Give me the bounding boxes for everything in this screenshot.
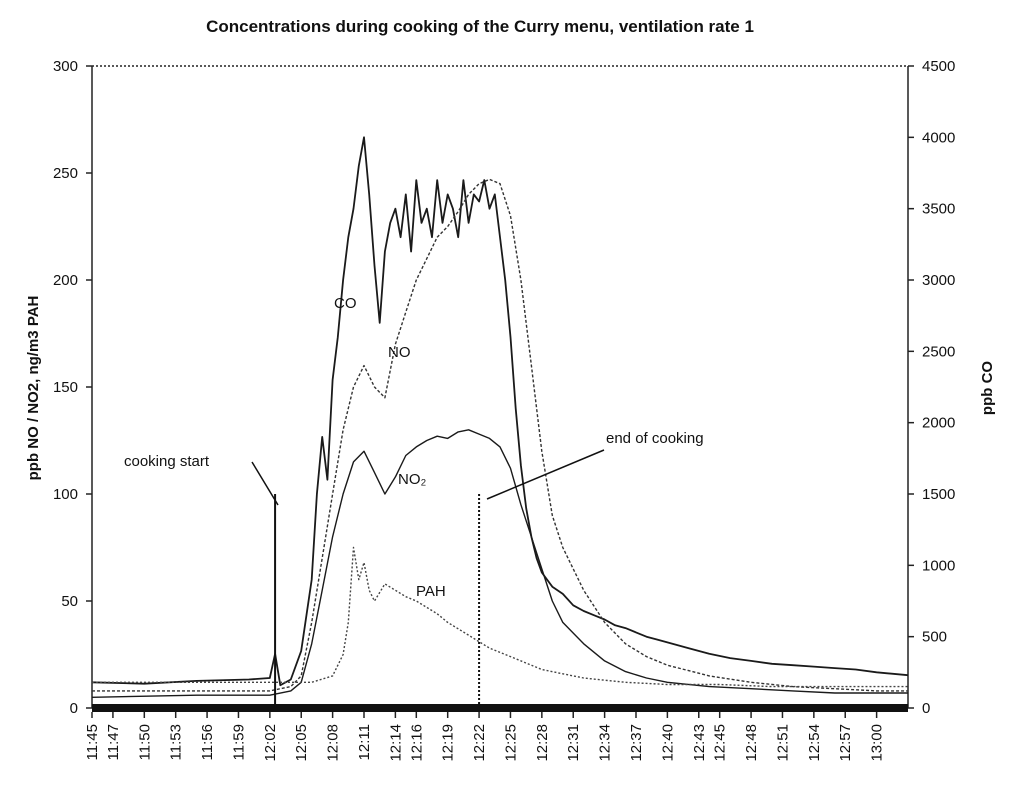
- x-tick-label: 12:28: [534, 724, 551, 762]
- x-tick-label: 12:05: [293, 724, 310, 762]
- x-tick-label: 12:43: [691, 724, 708, 762]
- x-tick-label: 11:50: [136, 724, 153, 760]
- series-line-no: [92, 178, 908, 692]
- series-line-co: [91, 136, 909, 687]
- end-of-cooking-leader: [486, 449, 605, 500]
- y-right-tick-label: 4500: [922, 58, 955, 75]
- end-of-cooking-label: end of cooking: [606, 430, 704, 447]
- x-tick-label: 12:54: [806, 724, 823, 762]
- x-ticks: 11:45 11:47 11:50 11:53 11:56 11:59 12:02 12:05…: [84, 712, 886, 762]
- y-right-tick-label: 2500: [922, 343, 955, 360]
- x-tick-label: 12:08: [325, 724, 342, 762]
- y-right-tick-label: 1500: [922, 486, 955, 503]
- chart-title: Concentrations during cooking of the Cur…: [206, 17, 754, 36]
- x-tick-label: 11:45: [84, 724, 101, 760]
- x-tick-label: 12:31: [565, 724, 582, 762]
- y-right-tick-label: 2000: [922, 415, 955, 432]
- y-right-tick-label: 4000: [922, 129, 955, 146]
- x-tick-label: 12:40: [659, 724, 676, 762]
- y-left-tick-label: 300: [53, 58, 78, 75]
- y-right-tick-label: 1000: [922, 557, 955, 574]
- x-tick-label: 11:59: [230, 724, 247, 760]
- x-axis-band: [92, 704, 908, 712]
- series-lines: [91, 136, 909, 698]
- series-label-no: NO: [388, 344, 411, 361]
- series-label-no2: NO₂: [398, 471, 427, 488]
- x-tick-label: 12:16: [408, 724, 425, 762]
- y-axis-label-left: ppb NO / NO2, ng/m3 PAH: [25, 296, 42, 481]
- y-right-tick-label: 500: [922, 629, 947, 646]
- y-left-tick-label: 150: [53, 379, 78, 396]
- y-left-tick-label: 0: [70, 700, 78, 717]
- x-tick-label: 12:11: [356, 724, 373, 760]
- x-tick-label: 12:57: [837, 724, 854, 762]
- y-left-tick-label: 100: [53, 486, 78, 503]
- y-axis-label-right: ppb CO: [979, 361, 996, 415]
- x-tick-label: 12:37: [628, 724, 645, 762]
- x-tick-label: 12:19: [440, 724, 457, 762]
- x-tick-label: 11:53: [168, 724, 185, 760]
- x-tick-label: 12:48: [743, 724, 760, 762]
- x-tick-label: 12:25: [502, 724, 519, 762]
- series-line-pah: [92, 546, 908, 688]
- cooking-start-leader: [251, 461, 279, 506]
- y-right-tick-label: 3500: [922, 201, 955, 218]
- x-tick-label: 11:47: [105, 724, 122, 760]
- x-tick-label: 13:00: [869, 724, 886, 762]
- x-tick-label: 12:45: [712, 724, 729, 762]
- x-tick-label: 11:56: [199, 724, 216, 760]
- series-label-co: CO: [334, 295, 357, 312]
- y-left-tick-label: 200: [53, 272, 78, 289]
- series-label-pah: PAH: [416, 583, 446, 600]
- series-line-no: [91, 429, 908, 698]
- y-right-ticks: 0 500 1000 1500 2000 2500 3000 3500 4000 4500: [908, 58, 955, 717]
- x-tick-label: 12:51: [774, 724, 791, 762]
- y-right-tick-label: 3000: [922, 272, 955, 289]
- y-left-tick-label: 50: [61, 593, 78, 610]
- x-tick-label: 12:22: [471, 724, 488, 762]
- y-left-tick-label: 250: [53, 165, 78, 182]
- y-left-ticks: 0 50 100 150 200 250 300: [53, 58, 92, 717]
- x-tick-label: 12:02: [262, 724, 279, 762]
- y-right-tick-label: 0: [922, 700, 930, 717]
- cooking-start-label: cooking start: [124, 453, 210, 470]
- x-tick-label: 12:14: [387, 724, 404, 762]
- x-tick-label: 12:34: [597, 724, 614, 762]
